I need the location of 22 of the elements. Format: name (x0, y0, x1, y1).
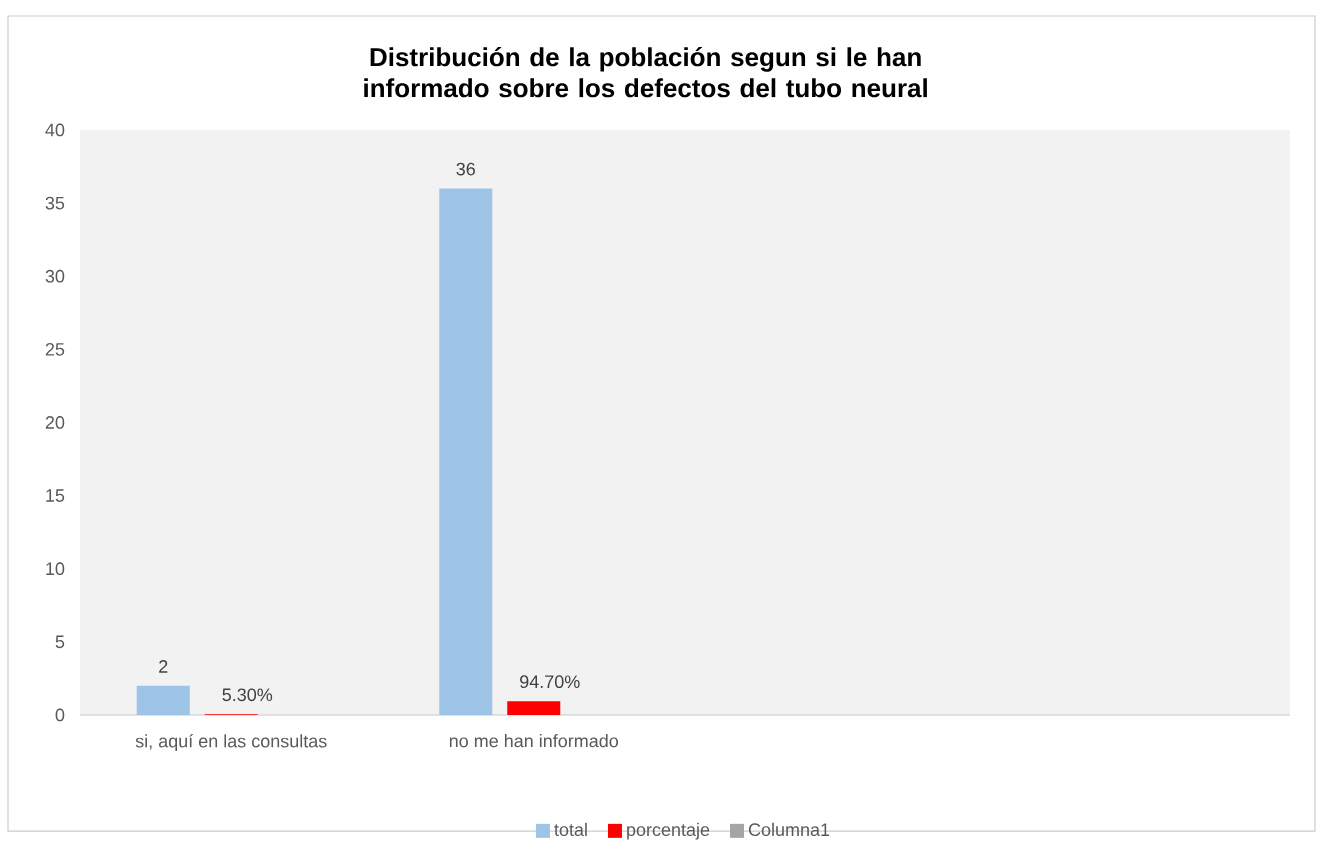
y-tick-label: 20 (45, 416, 65, 429)
x-tick-label: si, aquí en las consultas (135, 734, 327, 752)
data-label: 94.70% (520, 675, 580, 689)
data-label: 2 (159, 660, 168, 673)
legend-label: porcentaje (627, 822, 710, 840)
y-tick-label: 5 (55, 635, 65, 649)
bar (507, 701, 561, 716)
y-tick-label: 35 (45, 196, 65, 210)
legend-label: total (554, 822, 587, 837)
legend-label: Columna1 (748, 822, 830, 837)
y-tick-label: 15 (46, 489, 65, 502)
bar (439, 188, 493, 716)
y-tick-label: 25 (45, 343, 65, 356)
data-label: 5.30% (222, 688, 273, 702)
y-tick-label: 0 (55, 708, 65, 722)
y-tick-label: 40 (45, 123, 65, 137)
bar (136, 685, 190, 716)
y-tick-label: 10 (46, 562, 65, 576)
y-tick-label: 30 (45, 269, 65, 283)
chart-title: Distribución de la población segun si le han informado sobre los defectos del tubo neural (364, 47, 927, 98)
data-label: 36 (456, 162, 475, 176)
x-tick-label: no me han informado (449, 734, 619, 748)
